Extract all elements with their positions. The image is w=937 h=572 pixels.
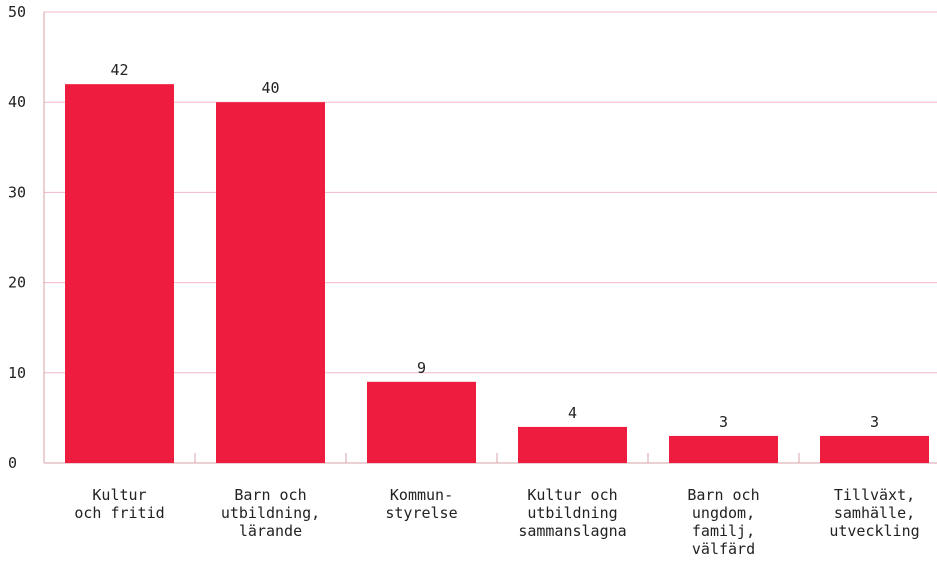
- x-tick-label-line: välfärd: [692, 540, 755, 558]
- x-tick-label: Tillväxt, samhälle, utveckling: [829, 486, 919, 540]
- x-tick-label-line: samhälle,: [834, 504, 915, 522]
- bar: [669, 435, 778, 463]
- x-axis: [43, 12, 937, 464]
- data-labels: 42 40 9 4 3 3: [110, 61, 879, 431]
- bar-value-label: 3: [719, 413, 728, 431]
- bar-value-label: 9: [417, 359, 426, 377]
- bar-value-label: 3: [870, 413, 879, 431]
- y-tick-label: 10: [8, 364, 26, 382]
- bar: [367, 381, 476, 463]
- bars: [65, 84, 929, 463]
- x-tick-label-line: utbildning: [527, 504, 617, 522]
- y-tick-label: 20: [8, 274, 26, 292]
- x-tick-label-line: Kultur och: [527, 486, 617, 504]
- x-tick-label: Kommun-styrelse: [385, 486, 457, 522]
- x-tick-label-line: ungdom,: [692, 504, 755, 522]
- x-tick-label: Barn och ungdom, familj, välfärd: [687, 486, 759, 558]
- gridlines: [44, 11, 937, 374]
- x-tick-label-line: styrelse: [385, 504, 457, 522]
- x-tick-label: Kultur och utbildning sammanslagna: [518, 486, 626, 540]
- x-tick-label-line: Tillväxt,: [834, 486, 915, 504]
- x-tick-label-line: Kultur: [92, 486, 146, 504]
- x-tick-label-line: familj,: [692, 522, 755, 540]
- y-tick-label: 30: [8, 183, 26, 201]
- bar: [65, 84, 174, 463]
- x-tick-label-line: lärande: [239, 522, 302, 540]
- x-tick-label-line: Barn och: [234, 486, 306, 504]
- bar-value-label: 40: [261, 79, 279, 97]
- y-tick-label: 50: [8, 3, 26, 21]
- bar: [518, 426, 627, 463]
- x-tick-label-line: utveckling: [829, 522, 919, 540]
- x-tick-label-line: sammanslagna: [518, 522, 626, 540]
- bar-value-label: 4: [568, 404, 577, 422]
- x-tick-label: Kultur och fritid: [74, 486, 164, 522]
- y-tick-label: 40: [8, 93, 26, 111]
- x-tick-label: Barn och utbildning, lärande: [221, 486, 320, 540]
- x-tick-label-line: Kommun-: [390, 486, 453, 504]
- x-tick-label-line: Barn och: [687, 486, 759, 504]
- y-axis-tick-labels: 0 10 20 30 40 50: [8, 3, 26, 472]
- x-tick-label-line: utbildning,: [221, 504, 320, 522]
- bar: [216, 102, 325, 463]
- x-tick-label-line: och fritid: [74, 504, 164, 522]
- y-tick-label: 0: [8, 454, 17, 472]
- bar-value-label: 42: [110, 61, 128, 79]
- bar: [820, 435, 929, 463]
